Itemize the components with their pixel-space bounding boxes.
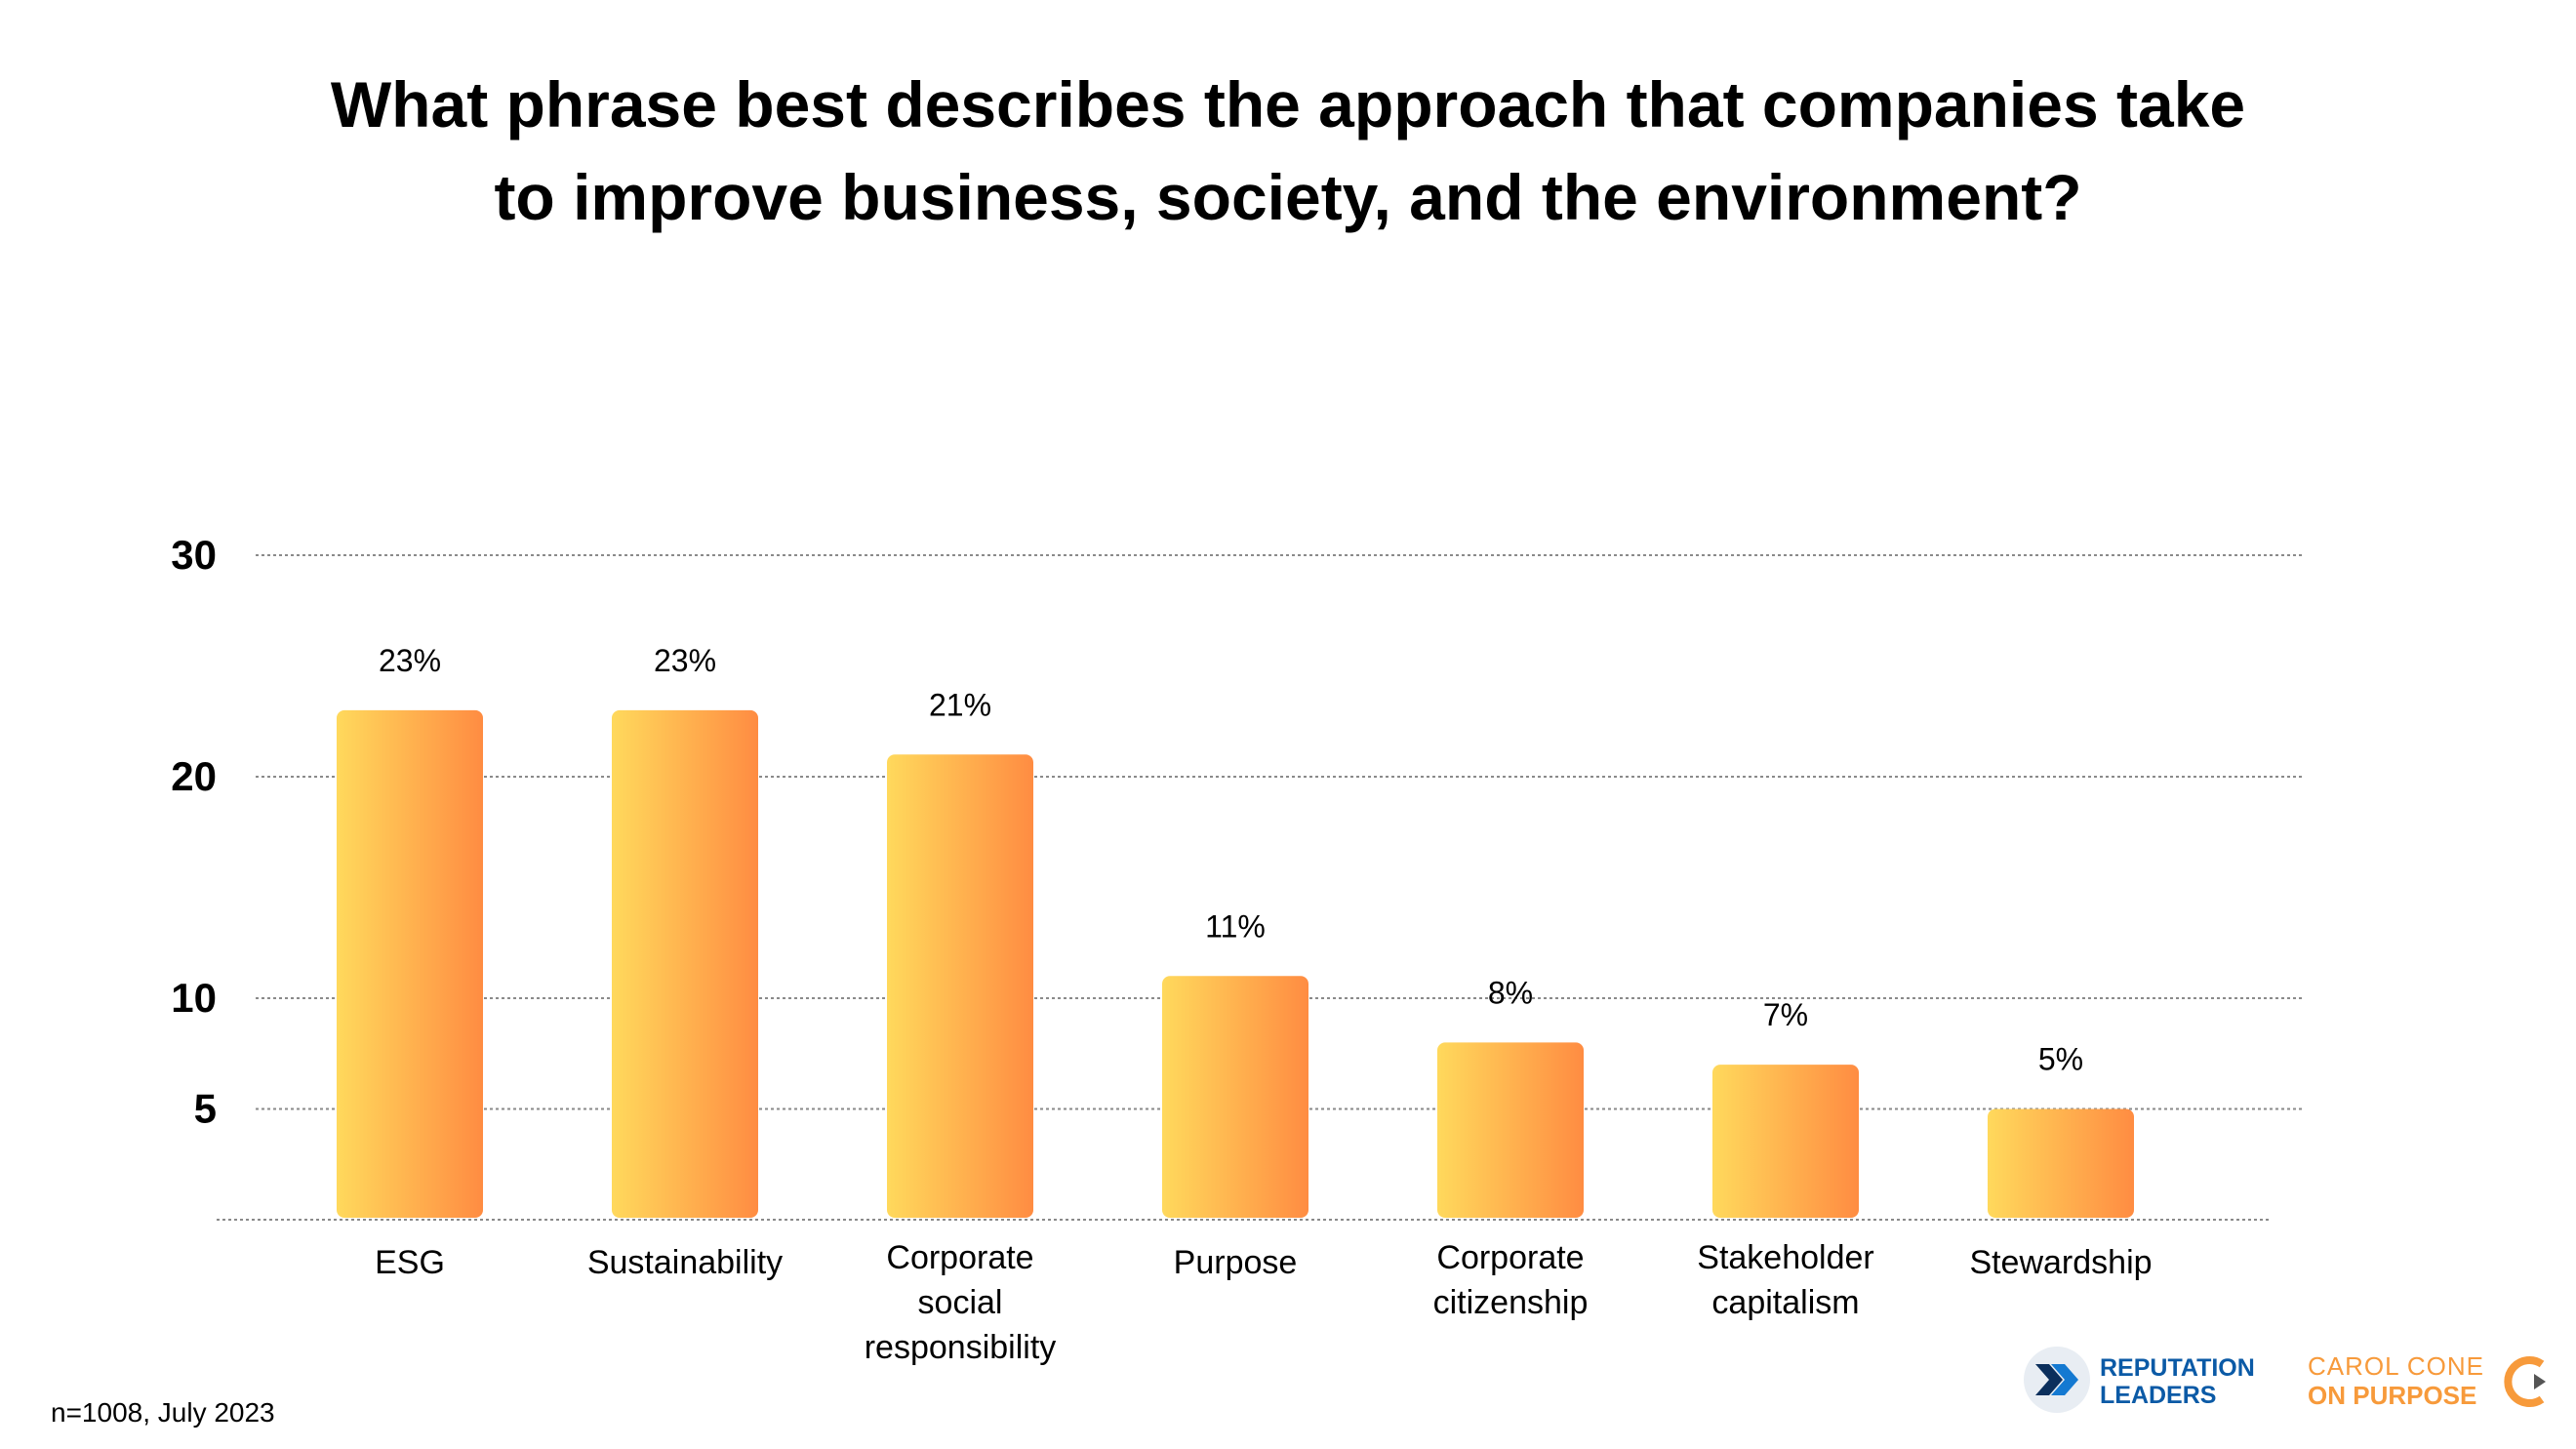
bar bbox=[1437, 1042, 1584, 1218]
data-label: 11% bbox=[1205, 908, 1266, 944]
reputation-leaders-chevron-icon bbox=[2024, 1347, 2090, 1413]
sample-footnote: n=1008, July 2023 bbox=[51, 1397, 275, 1428]
reputation-leaders-line-1: REPUTATION bbox=[2100, 1354, 2255, 1382]
chart-title-line-1: What phrase best describes the approach … bbox=[330, 68, 2246, 141]
category-label-line: Purpose bbox=[1174, 1244, 1298, 1281]
data-label: 8% bbox=[1488, 975, 1533, 1010]
category-label-line: Sustainability bbox=[587, 1244, 783, 1281]
category-label: ESG bbox=[375, 1244, 445, 1281]
data-label: 23% bbox=[379, 643, 441, 678]
category-label: Corporate citizenship bbox=[1433, 1239, 1589, 1321]
carol-cone-line-2: ON PURPOSE bbox=[2308, 1381, 2477, 1410]
category-label-line: social bbox=[918, 1284, 1003, 1321]
category-label: Purpose bbox=[1174, 1244, 1298, 1281]
data-label: 7% bbox=[1763, 997, 1808, 1032]
carol-cone-line-1: CAROL CONE bbox=[2308, 1351, 2484, 1381]
bar bbox=[612, 709, 758, 1218]
category-label: Sustainability bbox=[587, 1244, 783, 1281]
chart-title: What phrase best describes the approach … bbox=[0, 59, 2576, 244]
y-tick-label: 10 bbox=[171, 975, 217, 1021]
carol-cone-c-icon bbox=[2504, 1356, 2546, 1407]
data-label: 5% bbox=[2038, 1042, 2083, 1077]
carol-cone-logo: CAROL CONE ON PURPOSE bbox=[2308, 1343, 2561, 1421]
data-label: 21% bbox=[929, 687, 991, 722]
bars bbox=[337, 709, 2134, 1218]
bar bbox=[337, 709, 483, 1218]
bar bbox=[887, 754, 1033, 1218]
y-tick-label: 30 bbox=[171, 532, 217, 578]
category-label-line: Stakeholder bbox=[1697, 1239, 1873, 1276]
category-labels: ESG Sustainability Corporate social responsi… bbox=[375, 1239, 2152, 1366]
category-label: Stewardship bbox=[1969, 1244, 2152, 1281]
reputation-leaders-logo: REPUTATION LEADERS bbox=[2020, 1343, 2283, 1421]
data-label: 23% bbox=[654, 643, 716, 678]
data-labels: 23% 23% 21% 11% 8% 7% 5% bbox=[379, 643, 2083, 1077]
y-tick-label: 5 bbox=[194, 1086, 217, 1132]
category-label: Stakeholder capitalism bbox=[1697, 1239, 1873, 1321]
bar bbox=[1712, 1065, 1859, 1218]
bar bbox=[1162, 976, 1308, 1218]
category-label-line: ESG bbox=[375, 1244, 445, 1281]
y-tick-label: 20 bbox=[171, 753, 217, 799]
category-label-line: capitalism bbox=[1711, 1284, 1859, 1321]
reputation-leaders-line-2: LEADERS bbox=[2100, 1382, 2217, 1409]
chart-title-line-2: to improve business, society, and the en… bbox=[494, 161, 2082, 233]
category-label-line: responsibility bbox=[865, 1329, 1057, 1366]
category-label-line: Corporate bbox=[886, 1239, 1033, 1276]
bar bbox=[1988, 1108, 2134, 1218]
category-label: Corporate social responsibility bbox=[865, 1239, 1057, 1366]
category-label-line: Stewardship bbox=[1969, 1244, 2152, 1281]
y-axis-ticks: 5 10 20 30 bbox=[171, 532, 217, 1132]
category-label-line: citizenship bbox=[1433, 1284, 1589, 1321]
category-label-line: Corporate bbox=[1436, 1239, 1584, 1276]
